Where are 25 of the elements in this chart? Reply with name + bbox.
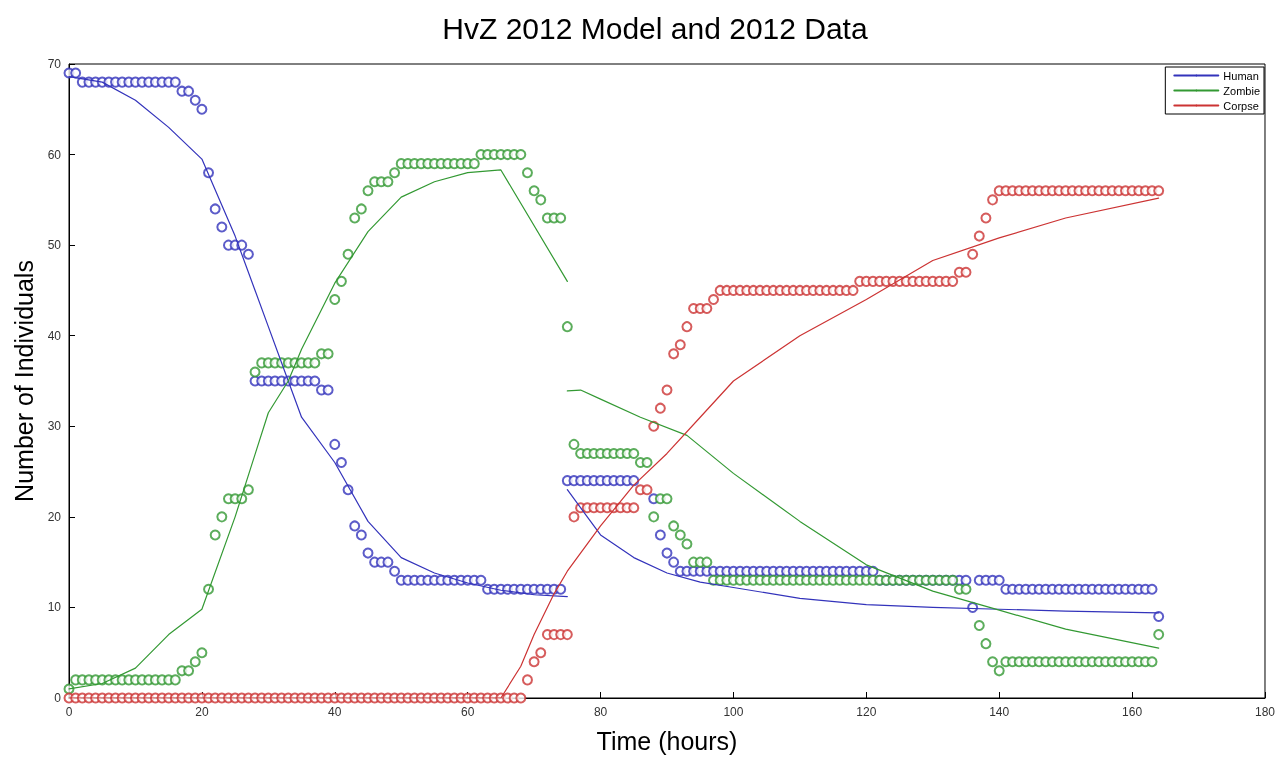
y-tick-label: 0 xyxy=(54,691,62,705)
y-tick-label: 40 xyxy=(47,328,62,343)
chart-title: HvZ 2012 Model and 2012 Data xyxy=(442,11,868,45)
x-tick-label: 160 xyxy=(1122,705,1143,719)
legend-label: Human xyxy=(1223,69,1259,82)
y-tick-label: 50 xyxy=(47,238,62,253)
line-series xyxy=(566,389,1160,649)
x-tick-label: 40 xyxy=(328,705,342,719)
y-tick-label: 20 xyxy=(47,509,62,524)
y-axis-title: Number of Individuals xyxy=(10,260,39,502)
x-tick-label: 180 xyxy=(1254,705,1276,719)
y-tick-label: 10 xyxy=(47,600,62,615)
x-axis-title: Time (hours) xyxy=(596,726,738,755)
legend-label: Corpse xyxy=(1223,99,1259,112)
x-tick-label: 100 xyxy=(723,705,744,719)
x-tick-label: 120 xyxy=(856,705,877,719)
y-tick-label: 60 xyxy=(47,147,62,162)
x-tick-label: 60 xyxy=(460,705,475,719)
x-tick-label: 0 xyxy=(65,705,73,719)
legend-label: Zombie xyxy=(1223,84,1261,97)
x-tick-label: 20 xyxy=(195,705,209,719)
x-tick-label: 80 xyxy=(593,705,608,719)
y-tick-label: 70 xyxy=(47,57,62,71)
x-tick-label: 140 xyxy=(989,705,1010,719)
y-tick-label: 30 xyxy=(47,419,62,434)
